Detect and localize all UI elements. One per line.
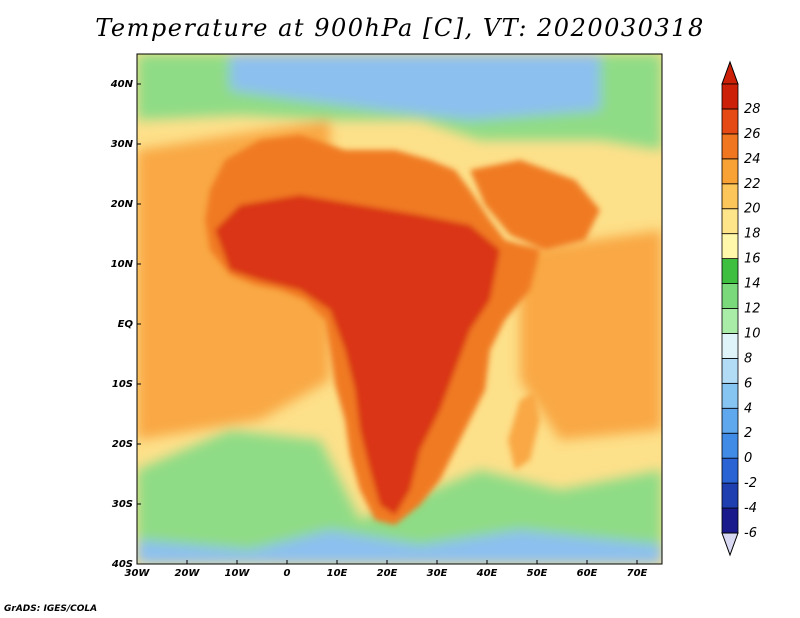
africa-hot-core [215,195,500,515]
indian-warm-band [520,230,662,440]
colorbar-swatch [721,83,739,110]
colorbar-swatch [721,357,739,384]
lon-tick-label: 20E [377,568,398,579]
lon-tick-label: 0 [284,568,291,579]
colorbar-swatch [721,382,739,409]
lon-tick-label: 40E [476,568,498,579]
lon-tick-label: 70E [627,568,648,579]
lon-tick-label: 20W [175,568,201,579]
colorbar-label: 28 [744,102,761,117]
credit-label: GrADS: IGES/COLA [4,604,98,614]
colorbar-label: -4 [744,501,757,516]
colorbar-label: 4 [744,401,752,416]
colorbar-label: 2 [744,426,752,441]
lat-tick-label: 20S [112,439,133,450]
colorbar-top-arrow [721,60,739,85]
colorbar-label: 14 [744,277,761,292]
lon-tick-label: 50E [527,568,548,579]
colorbar-swatch [721,158,739,185]
lon-tick-label: 10E [327,568,348,579]
northern-cold-region [230,54,600,120]
colorbar-swatch [721,283,739,309]
colorbar-label: 0 [744,451,752,466]
colorbar-label: 20 [744,202,761,217]
colorbar-swatch [721,432,739,459]
colorbar-label: 18 [744,227,761,242]
colorbar-label: 10 [744,326,761,341]
lat-tick-label: 30N [111,139,134,150]
lat-tick-label: 10S [112,379,133,390]
colorbar-label: 24 [744,152,761,167]
colorbar-label: 22 [744,177,761,192]
colorbar-swatch [721,258,739,284]
lat-tick-label: 40S [111,559,133,570]
colorbar-swatch [721,407,739,434]
lon-tick-label: 60E [577,568,598,579]
latitude-axis: 40S 30S 20S 10S EQ 10N 20N 30N 40N [110,79,141,570]
lat-tick-label: EQ [118,319,134,330]
colorbar-label: -2 [744,476,757,491]
colorbar-swatch [721,507,739,534]
southern-cold-sea [137,530,662,564]
colorbar-bottom-arrow [721,532,739,557]
lat-tick-label: 20N [111,199,134,210]
colorbar-label: 26 [744,127,761,142]
colorbar-swatch [721,482,739,509]
colorbar-label: 12 [744,302,761,317]
lon-tick-label: 30W [125,568,151,579]
colorbar-swatch [721,233,739,260]
lat-tick-label: 40N [110,79,134,90]
lat-tick-label: 10N [111,259,134,270]
lat-tick-label: 30S [112,499,133,510]
colorbar-label: -6 [744,526,757,541]
lon-tick-label: 10W [225,568,251,579]
colorbar-label: 16 [744,252,761,267]
colorbar-swatch [721,183,739,210]
colorbar-swatch [721,108,739,135]
colorbar-swatch [721,208,739,235]
colorbar-label: 8 [744,351,752,366]
arabian-peninsula [470,160,600,250]
colorbar-swatch [721,457,739,484]
colorbar-swatch [721,133,739,160]
madagascar [508,392,540,470]
plot-frame [136,53,663,565]
map-field [137,54,662,564]
colorbar-swatch [721,308,739,334]
map-title: Temperature at 900hPa [C], VT: 202003031… [95,14,705,42]
colorbar-label: 6 [744,376,752,391]
southern-cool-sea [137,430,662,564]
longitude-axis: 30W 20W 10W 0 10E 20E 30E 40E 50E 60E 70E [125,560,648,579]
colorbar-swatch [721,333,739,359]
lon-tick-label: 30E [427,568,448,579]
